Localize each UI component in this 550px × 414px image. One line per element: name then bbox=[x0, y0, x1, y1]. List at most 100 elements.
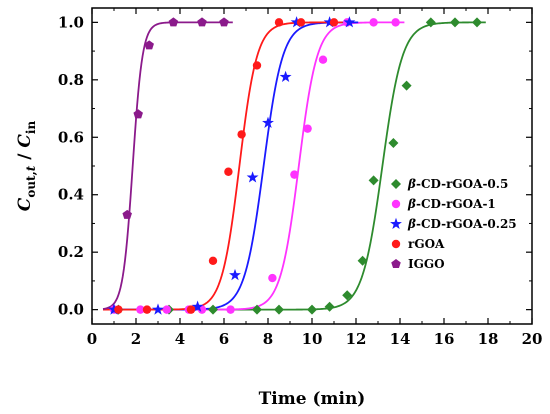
y-tick-label: 0.0 bbox=[58, 301, 84, 319]
data-point bbox=[144, 40, 154, 50]
y-axis-title-c: C bbox=[15, 197, 35, 211]
legend-marker bbox=[391, 179, 401, 189]
data-point bbox=[191, 300, 204, 312]
data-point bbox=[246, 171, 259, 183]
data-point bbox=[391, 18, 400, 27]
y-axis-title-sep: / bbox=[15, 148, 35, 166]
data-point bbox=[108, 303, 120, 315]
y-tick-label: 0.8 bbox=[58, 71, 84, 89]
x-tick-label: 2 bbox=[131, 330, 141, 348]
data-point bbox=[296, 18, 306, 27]
legend-marker bbox=[390, 217, 402, 230]
data-point bbox=[162, 305, 171, 314]
legend-item: rGOA bbox=[391, 237, 445, 251]
legend-item: β-CD-rGOA-0.5 bbox=[391, 177, 508, 191]
data-point bbox=[237, 130, 246, 139]
x-tick-label: 8 bbox=[263, 330, 273, 348]
legend-label-text: IGGO bbox=[408, 257, 445, 271]
data-point bbox=[323, 16, 336, 28]
legend-label-text: rGOA bbox=[408, 237, 445, 251]
legend-marker bbox=[391, 259, 401, 269]
y-axis-title-sub-t: t bbox=[24, 165, 38, 171]
x-tick-label: 6 bbox=[219, 330, 229, 348]
data-point bbox=[369, 18, 378, 27]
data-point bbox=[224, 167, 233, 176]
legend-label: IGGO bbox=[408, 257, 445, 271]
data-point bbox=[290, 170, 299, 179]
data-point bbox=[136, 305, 145, 314]
legend-label-prefix: β bbox=[407, 197, 416, 211]
data-point bbox=[274, 18, 284, 27]
legend-item: β-CD-rGOA-0.25 bbox=[390, 217, 517, 231]
y-tick-label: 0.4 bbox=[58, 186, 84, 204]
data-point bbox=[186, 305, 196, 314]
y-axis-title-sub: out, bbox=[24, 171, 38, 197]
legend-label-prefix: β bbox=[407, 217, 416, 231]
data-point bbox=[274, 304, 284, 315]
data-point bbox=[357, 255, 368, 266]
x-tick-label: 4 bbox=[175, 330, 185, 348]
plot-frame bbox=[91, 7, 533, 325]
x-tick-label: 18 bbox=[478, 330, 499, 348]
x-tick-label: 20 bbox=[522, 330, 543, 348]
data-points bbox=[108, 16, 482, 315]
data-point bbox=[401, 80, 412, 91]
legend-item: IGGO bbox=[391, 257, 445, 271]
data-point bbox=[388, 138, 399, 149]
data-point bbox=[142, 305, 152, 314]
data-point bbox=[368, 175, 379, 186]
legend-label-prefix: β bbox=[407, 177, 416, 191]
data-point bbox=[450, 17, 460, 28]
x-tick-label: 16 bbox=[434, 330, 455, 348]
data-point bbox=[425, 17, 436, 28]
data-point bbox=[226, 305, 235, 314]
legend-marker bbox=[391, 199, 401, 209]
data-point bbox=[219, 17, 229, 27]
data-point bbox=[342, 290, 353, 301]
y-tick-label: 0.2 bbox=[58, 243, 84, 261]
legend-label: β-CD-rGOA-0.25 bbox=[407, 217, 517, 231]
legend: β-CD-rGOA-0.5β-CD-rGOA-1β-CD-rGOA-0.25rG… bbox=[390, 177, 517, 271]
data-point bbox=[268, 273, 277, 283]
data-point bbox=[252, 61, 262, 70]
y-axis-title-c2: C bbox=[15, 134, 35, 148]
data-point bbox=[472, 17, 482, 28]
data-point bbox=[229, 268, 241, 281]
x-tick-label: 10 bbox=[302, 330, 323, 348]
data-point bbox=[318, 55, 328, 64]
data-point bbox=[208, 304, 218, 315]
fit-curve-3 bbox=[103, 21, 343, 311]
data-point bbox=[343, 16, 356, 28]
x-tick-label: 14 bbox=[390, 330, 411, 348]
data-point bbox=[208, 256, 218, 265]
tick-labels: 0 2 4 6 8 10 12 14 16 18 20 0.0 0.2 0.4 0.6 0.8 1.0 bbox=[58, 13, 543, 348]
y-tick-label: 1.0 bbox=[58, 13, 84, 31]
legend-label: β-CD-rGOA-0.5 bbox=[407, 177, 508, 191]
data-point bbox=[262, 116, 274, 128]
data-point bbox=[307, 304, 317, 315]
axes bbox=[91, 7, 533, 325]
data-point bbox=[324, 301, 335, 312]
data-point bbox=[197, 17, 207, 27]
data-point bbox=[168, 17, 179, 27]
legend-label-text: -CD-rGOA-0.5 bbox=[416, 177, 508, 191]
x-tick-label: 12 bbox=[346, 330, 367, 348]
y-axis-title: Cout,t / Cin bbox=[15, 121, 38, 212]
x-axis-title: Time (min) bbox=[259, 389, 366, 409]
data-point bbox=[303, 124, 312, 133]
y-axis-title-sub2: in bbox=[24, 121, 38, 135]
legend-item: β-CD-rGOA-1 bbox=[391, 197, 496, 211]
legend-label: rGOA bbox=[408, 237, 445, 251]
legend-label-text: -CD-rGOA-1 bbox=[416, 197, 496, 211]
data-point bbox=[329, 18, 339, 27]
legend-label-text: -CD-rGOA-0.25 bbox=[416, 217, 517, 231]
data-point bbox=[122, 209, 132, 219]
data-point bbox=[279, 70, 292, 82]
fit-curve-4 bbox=[102, 21, 233, 310]
x-tick-label: 0 bbox=[87, 330, 97, 348]
data-point bbox=[252, 304, 262, 315]
data-point bbox=[290, 16, 303, 28]
legend-marker bbox=[391, 239, 401, 249]
data-point bbox=[152, 303, 164, 315]
